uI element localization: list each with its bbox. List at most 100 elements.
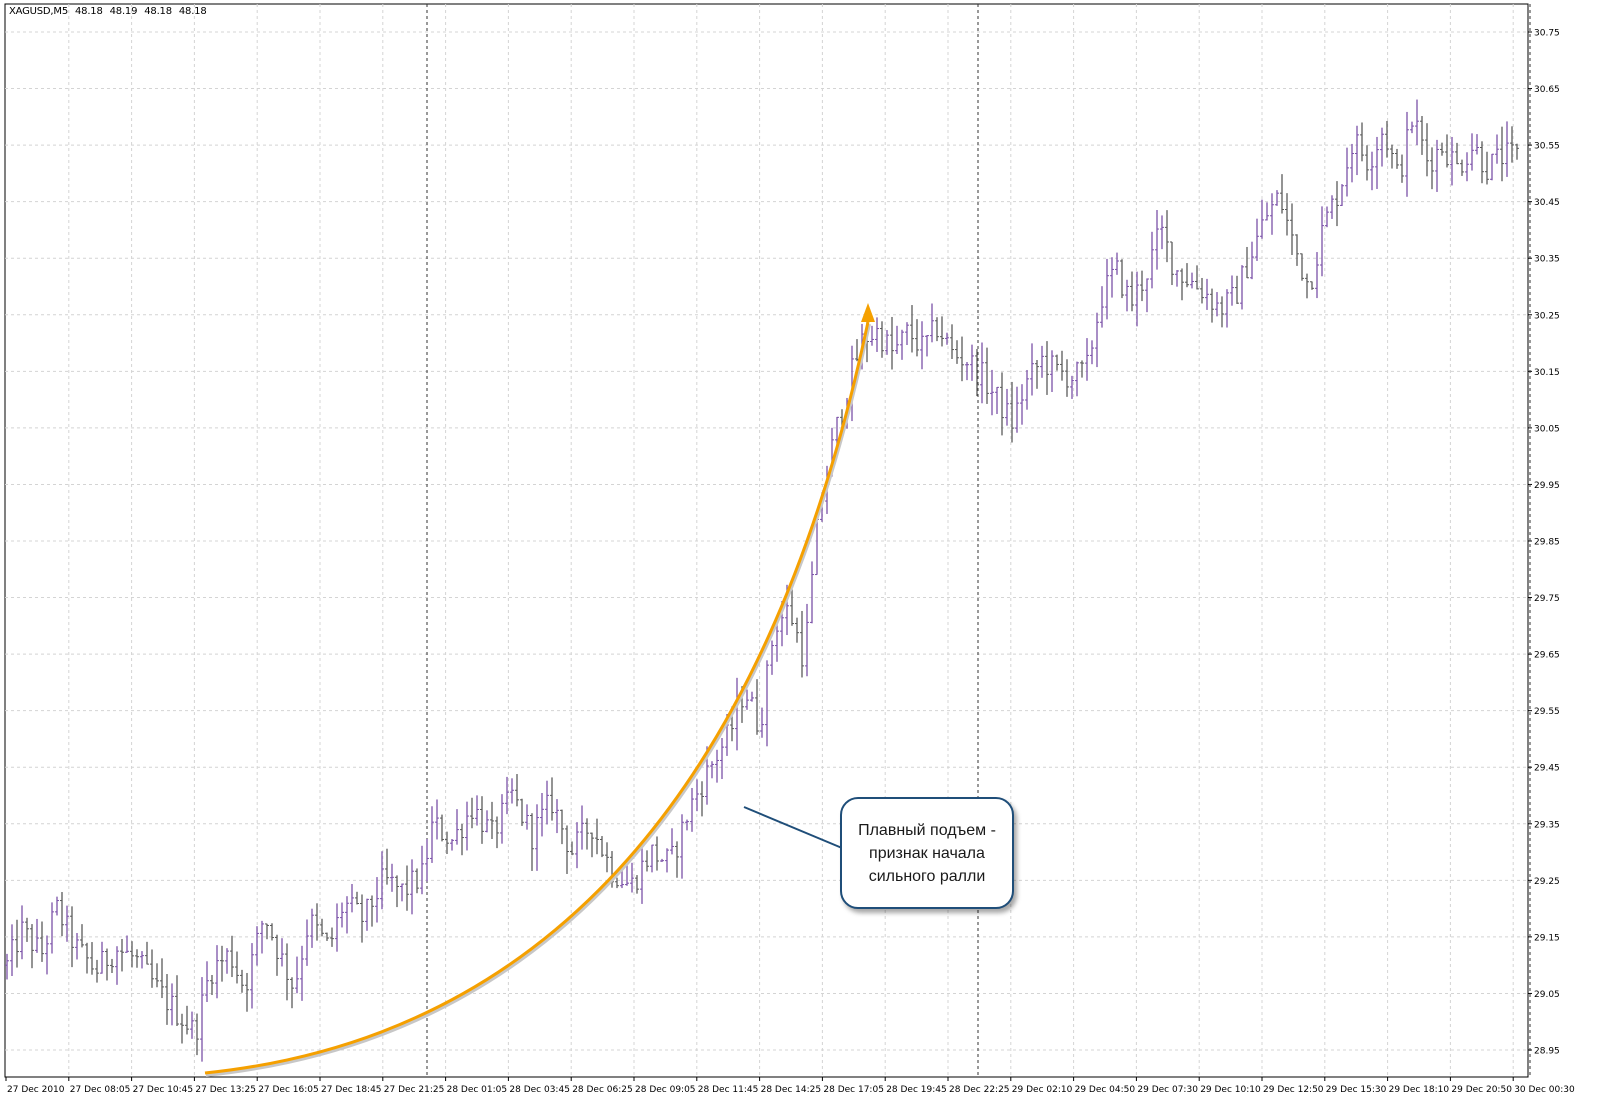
ohlc-bar — [490, 801, 494, 840]
ohlc-bar — [1030, 343, 1034, 396]
ohlc-bar — [1370, 151, 1374, 191]
ohlc-bar — [915, 319, 919, 357]
ohlc-bar — [1085, 338, 1089, 381]
ohlc-bar — [450, 838, 454, 851]
x-tick-label: 27 Dec 16:05 — [258, 1085, 319, 1095]
y-tick-label: 30.25 — [1534, 311, 1560, 321]
ohlc-bar — [970, 344, 974, 381]
ohlc-bar — [960, 336, 964, 382]
ohlc-bar — [395, 875, 399, 908]
ohlc-bar — [905, 322, 909, 346]
y-tick-label: 29.15 — [1534, 933, 1560, 943]
ohlc-bar — [1140, 270, 1144, 302]
ohlc-bar — [580, 805, 584, 850]
ohlc-bar — [90, 942, 94, 975]
y-tick-label: 30.05 — [1534, 424, 1560, 434]
ohlc-bar — [120, 938, 124, 972]
ohlc-bar — [1295, 234, 1299, 266]
ohlc-bar — [700, 781, 704, 817]
y-tick-label: 29.35 — [1534, 820, 1560, 830]
ohlc-bar — [645, 850, 649, 872]
ohlc-bar — [1170, 241, 1174, 286]
ohlc-bar — [1485, 151, 1489, 185]
ohlc-bar — [170, 983, 174, 1026]
ohlc-bar — [720, 738, 724, 780]
ohlc-bar — [540, 792, 544, 837]
ohlc-bar — [20, 905, 24, 960]
ohlc-bar — [365, 898, 369, 931]
ohlc-bar — [1095, 312, 1099, 368]
ohlc-bar — [1495, 134, 1499, 164]
x-tick-label: 27 Dec 13:25 — [195, 1085, 256, 1095]
x-tick-label: 29 Dec 10:10 — [1200, 1085, 1261, 1095]
ohlc-bar — [1220, 296, 1224, 328]
ohlc-bar — [1145, 278, 1149, 313]
ohlc-bar — [280, 938, 284, 967]
annotation-callout: Плавный подъем - признак начала сильного… — [840, 797, 1014, 909]
y-tick-label: 29.95 — [1534, 481, 1560, 491]
x-tick-label: 29 Dec 02:10 — [1012, 1085, 1073, 1095]
ohlc-bar — [615, 877, 619, 889]
ohlc-bar — [585, 818, 589, 850]
ohlc-bar — [260, 920, 264, 954]
ohlc-bar — [625, 862, 629, 886]
ohlc-bar — [1045, 341, 1049, 395]
x-tick-label: 28 Dec 01:05 — [447, 1085, 508, 1095]
ohlc-bar — [455, 809, 459, 845]
ohlc-bar — [160, 958, 164, 999]
ohlc-bar — [1310, 281, 1314, 290]
trend-arrow-head — [861, 303, 875, 322]
ohlc-bar — [885, 330, 889, 355]
ohlc-bar — [990, 369, 994, 416]
ohlc-bar — [110, 958, 114, 974]
ohlc-bar — [600, 836, 604, 858]
x-tick-label: 29 Dec 04:50 — [1075, 1085, 1136, 1095]
ohlc-bar — [1020, 384, 1024, 425]
ohlc-bar — [375, 877, 379, 923]
ohlc-bar — [1505, 121, 1509, 177]
ohlc-bar — [1430, 147, 1434, 190]
symbol-name: XAGUSD,M5 — [9, 6, 69, 17]
x-tick-label: 27 Dec 2010 — [7, 1085, 65, 1095]
ohlc-bar — [775, 622, 779, 662]
ohlc-bar — [1120, 259, 1124, 299]
ohlc-bar — [1300, 253, 1304, 281]
y-tick-label: 30.45 — [1534, 198, 1560, 208]
ohlc-bar — [60, 892, 64, 937]
ohlc-bar — [355, 891, 359, 905]
y-tick-label: 30.75 — [1534, 29, 1560, 39]
ohlc-bar — [870, 325, 874, 346]
ohlc-bar — [1290, 203, 1294, 255]
y-tick-label: 29.55 — [1534, 707, 1560, 717]
annotation-line-2: признак начала — [869, 844, 985, 862]
ohlc-bar — [965, 362, 969, 381]
ohlc-bar — [1075, 361, 1079, 397]
ohlc-bar — [1195, 265, 1199, 290]
ohlc-bar — [930, 303, 934, 343]
ohlc-bar — [1275, 190, 1279, 206]
ohlc-bar — [1330, 195, 1334, 219]
ohlc-bar — [380, 851, 384, 910]
quote-high: 48.19 — [109, 6, 138, 17]
ohlc-bar — [300, 945, 304, 1001]
ohlc-bar — [165, 974, 169, 1025]
x-tick-label: 28 Dec 22:25 — [949, 1085, 1010, 1095]
ohlc-bar — [560, 809, 564, 845]
ohlc-bar — [460, 823, 464, 856]
ohlc-bar — [1225, 289, 1229, 328]
ohlc-bar — [350, 884, 354, 913]
y-tick-label: 29.25 — [1534, 877, 1560, 887]
y-tick-label: 30.15 — [1534, 368, 1560, 378]
ohlc-bar — [550, 777, 554, 821]
y-tick-label: 29.85 — [1534, 538, 1560, 548]
ohlc-bar — [240, 969, 244, 993]
ohlc-bar — [1210, 288, 1214, 323]
ohlc-bar — [470, 797, 474, 829]
y-tick-label: 30.35 — [1534, 255, 1560, 265]
ohlc-bar — [445, 831, 449, 855]
ohlc-bar — [535, 804, 539, 871]
ohlc-bar — [1405, 111, 1409, 197]
ohlc-bar — [975, 348, 979, 397]
